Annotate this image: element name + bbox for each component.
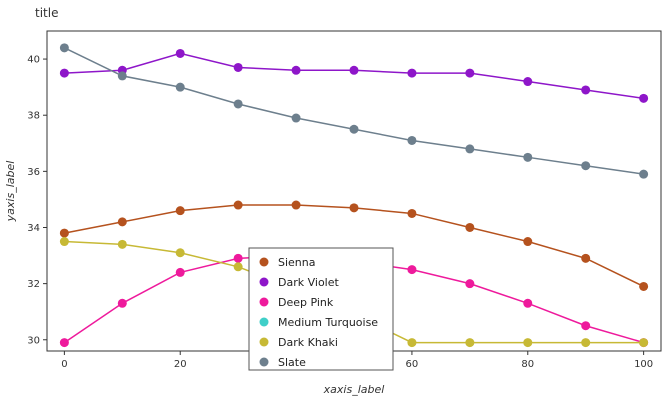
- data-point-slate: [465, 144, 475, 154]
- data-point-deep-pink: [117, 298, 127, 308]
- data-point-dark-khaki: [523, 338, 533, 348]
- data-point-dark-violet: [465, 68, 475, 78]
- data-point-slate: [581, 161, 591, 171]
- data-point-slate: [639, 169, 649, 179]
- legend-swatch: [259, 357, 269, 367]
- data-point-dark-khaki: [581, 338, 591, 348]
- data-point-sienna: [117, 217, 127, 227]
- data-point-dark-violet: [175, 48, 185, 58]
- legend-swatch: [259, 277, 269, 287]
- y-tick-label: 34: [27, 223, 40, 234]
- data-point-dark-violet: [233, 62, 243, 72]
- y-tick-label: 30: [27, 335, 40, 346]
- data-point-sienna: [523, 237, 533, 247]
- legend-swatch: [259, 297, 269, 307]
- x-tick-label: 80: [521, 359, 534, 370]
- data-point-slate: [233, 99, 243, 109]
- y-tick-label: 40: [27, 55, 40, 66]
- legend-item-slate: Slate: [259, 356, 306, 369]
- legend-label: Medium Turquoise: [278, 316, 378, 329]
- series-line-dark-violet: [64, 52, 644, 100]
- x-axis-title: xaxis_label: [323, 383, 385, 396]
- data-point-sienna: [291, 200, 301, 210]
- data-point-sienna: [175, 206, 185, 216]
- legend-item-dark-khaki: Dark Khaki: [259, 336, 338, 349]
- legend-label: Dark Violet: [278, 276, 339, 289]
- data-point-slate: [349, 124, 359, 134]
- legend-box: [248, 247, 394, 371]
- data-point-deep-pink: [233, 253, 243, 263]
- data-point-slate: [117, 71, 127, 81]
- data-point-dark-violet: [407, 68, 417, 78]
- data-point-deep-pink: [523, 298, 533, 308]
- x-tick-label: 20: [174, 359, 187, 370]
- data-point-dark-khaki: [407, 338, 417, 348]
- series-slate: [59, 43, 649, 179]
- x-tick-label: 60: [406, 359, 419, 370]
- data-point-sienna: [59, 228, 69, 238]
- y-tick-label: 36: [27, 167, 40, 178]
- data-point-dark-khaki: [117, 239, 127, 249]
- legend-label: Deep Pink: [278, 296, 334, 309]
- data-point-dark-violet: [291, 65, 301, 75]
- legend-label: Dark Khaki: [278, 336, 338, 349]
- chart-title: title: [35, 6, 58, 20]
- data-point-dark-khaki: [233, 262, 243, 272]
- legend-items: Sienna Dark Violet Deep Pink Medium Turquoi…: [259, 256, 378, 369]
- y-tick-label: 32: [27, 279, 40, 290]
- x-tick-label: 0: [61, 359, 67, 370]
- data-point-dark-violet: [523, 77, 533, 87]
- data-point-sienna: [639, 281, 649, 291]
- legend-label: Sienna: [278, 256, 316, 269]
- y-axis: 30 32 34 36 38 40: [27, 55, 47, 346]
- x-tick-label: 100: [634, 359, 653, 370]
- legend-item-sienna: Sienna: [259, 256, 316, 269]
- data-point-sienna: [233, 200, 243, 210]
- legend-label: Slate: [278, 356, 306, 369]
- data-point-dark-violet: [349, 65, 359, 75]
- y-tick-label: 38: [27, 111, 40, 122]
- data-point-deep-pink: [175, 267, 185, 277]
- legend-swatch: [259, 317, 269, 327]
- data-point-sienna: [465, 222, 475, 232]
- data-point-dark-khaki: [59, 237, 69, 247]
- data-point-slate: [291, 113, 301, 123]
- series-sienna: [59, 200, 649, 291]
- data-point-deep-pink: [465, 279, 475, 289]
- data-point-dark-violet: [59, 68, 69, 78]
- data-point-slate: [523, 152, 533, 162]
- data-point-dark-khaki: [639, 338, 649, 348]
- legend-item-deep-pink: Deep Pink: [259, 296, 334, 309]
- legend-swatch: [259, 337, 269, 347]
- legend: Sienna Dark Violet Deep Pink Medium Turquoi…: [248, 247, 394, 371]
- data-point-dark-khaki: [175, 248, 185, 258]
- data-point-sienna: [581, 253, 591, 263]
- data-point-slate: [175, 82, 185, 92]
- data-point-deep-pink: [59, 338, 69, 348]
- data-point-deep-pink: [581, 321, 591, 331]
- data-point-deep-pink: [407, 265, 417, 275]
- legend-swatch: [259, 257, 269, 267]
- y-axis-title: yaxis_label: [4, 161, 17, 223]
- data-point-dark-violet: [639, 93, 649, 103]
- data-point-sienna: [407, 208, 417, 218]
- legend-item-dark-violet: Dark Violet: [259, 276, 339, 289]
- series-dark-violet: [59, 48, 649, 103]
- data-point-dark-violet: [581, 85, 591, 95]
- data-point-sienna: [349, 203, 359, 213]
- data-point-slate: [59, 43, 69, 53]
- data-point-dark-khaki: [465, 338, 475, 348]
- data-point-slate: [407, 135, 417, 145]
- legend-item-medium-turquoise: Medium Turquoise: [259, 316, 378, 329]
